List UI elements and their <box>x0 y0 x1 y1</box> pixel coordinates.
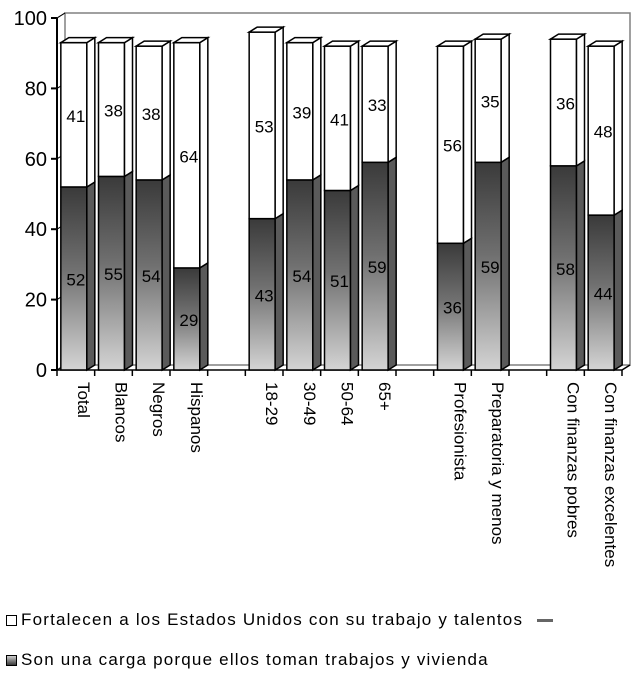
data-label-carga: 51 <box>330 272 349 291</box>
x-tick-label: Con finanzas excelentes <box>601 382 620 567</box>
bar-carga-3-side <box>199 261 209 372</box>
bar-carga-8-side <box>387 155 397 372</box>
legend-swatch-fortalecen <box>6 614 17 626</box>
data-label-fortalecen: 48 <box>594 123 613 142</box>
x-tick-label: 65+ <box>375 382 394 411</box>
x-tick-label: Total <box>74 382 93 418</box>
bar-fortalecen-14-side <box>613 39 623 217</box>
bar-carga-10-front <box>436 242 465 371</box>
y-tick-label: 0 <box>36 360 47 382</box>
bar-fortalecen-1-side <box>123 36 134 178</box>
bar-carga-13-side <box>575 159 586 372</box>
y-tick-label: 20 <box>25 290 47 312</box>
data-label-fortalecen: 35 <box>481 93 500 112</box>
bar-carga-11-side <box>500 155 510 372</box>
bar-fortalecen-5-side <box>274 25 284 220</box>
data-label-carga: 44 <box>594 285 613 304</box>
bar-carga-2-side <box>161 173 171 372</box>
bar-fortalecen-10-side <box>462 39 473 245</box>
bar-top-7 <box>321 40 362 47</box>
y-tick-label: 40 <box>25 219 47 241</box>
bar-carga-3-front <box>173 267 201 371</box>
y-tick-label: 80 <box>25 78 47 100</box>
bar-top-5 <box>246 26 286 33</box>
bar-carga-6-front <box>286 179 314 371</box>
data-label-fortalecen: 39 <box>292 103 311 122</box>
x-tick-label: Negros <box>149 382 168 437</box>
bar-fortalecen-13-side <box>575 32 586 168</box>
x-tick-label: Profesionista <box>451 382 470 481</box>
bar-fortalecen-11-side <box>500 32 510 164</box>
data-label-fortalecen: 36 <box>556 94 575 113</box>
legend-label-fortalecen: Fortalecen a los Estados Unidos con su t… <box>21 610 524 629</box>
legend-item-carga: Son una carga porque ellos toman trabajo… <box>6 650 489 670</box>
legend-item-fortalecen: Fortalecen a los Estados Unidos con su t… <box>6 610 554 630</box>
x-tick-label: Blancos <box>112 382 131 442</box>
data-label-fortalecen: 56 <box>443 137 462 156</box>
x-tick-label: 50-64 <box>338 382 357 425</box>
x-tick-label: 30-49 <box>300 382 319 425</box>
legend-label-carga: Son una carga porque ellos toman trabajo… <box>21 650 489 669</box>
bar-top-11 <box>472 33 512 40</box>
bar-carga-1-side <box>123 170 134 372</box>
data-label-fortalecen: 38 <box>104 102 123 121</box>
data-label-carga: 54 <box>142 267 161 286</box>
bar-carga-0-side <box>86 180 96 372</box>
data-label-carga: 52 <box>66 270 85 289</box>
bar-top-8 <box>359 40 399 47</box>
bar-carga-8-front <box>361 161 389 371</box>
bar-fortalecen-2-front <box>135 45 163 181</box>
data-label-fortalecen: 33 <box>368 96 387 115</box>
bar-carga-14-front <box>587 214 615 371</box>
bar-fortalecen-3-front <box>173 41 201 269</box>
y-tick-depth <box>56 12 66 19</box>
x-tick-label: 18-29 <box>262 382 281 425</box>
bar-carga-5-side <box>274 212 284 372</box>
bar-carga-14-side <box>613 208 623 372</box>
bar-top-14 <box>585 40 625 47</box>
bar-fortalecen-2-side <box>161 39 171 182</box>
bar-carga-6-side <box>312 173 322 372</box>
data-label-carga: 58 <box>556 260 575 279</box>
bar-fortalecen-14-front <box>587 45 615 216</box>
x-tick-label: Hispanos <box>187 382 206 453</box>
data-label-carga: 59 <box>481 258 500 277</box>
bar-top-13 <box>547 33 588 40</box>
bar-top-6 <box>284 36 324 44</box>
data-label-fortalecen: 38 <box>142 105 161 124</box>
legend-decoration <box>537 618 554 622</box>
bar-fortalecen-3-side <box>199 36 209 270</box>
bar-top-0 <box>58 36 98 44</box>
bar-fortalecen-7-front <box>323 45 352 192</box>
data-label-carga: 36 <box>443 299 462 318</box>
bar-carga-11-front <box>474 161 502 371</box>
x-tick-label: Preparatoria y menos <box>488 382 507 545</box>
bar-carga-10-side <box>462 236 473 372</box>
data-label-carga: 59 <box>368 258 387 277</box>
bar-top-1 <box>95 36 136 44</box>
y-tick-label: 100 <box>14 8 47 30</box>
bar-fortalecen-0-side <box>86 36 96 189</box>
y-tick-label: 60 <box>25 149 47 171</box>
data-label-fortalecen: 53 <box>255 117 274 136</box>
data-label-carga: 55 <box>104 265 123 284</box>
bar-top-10 <box>434 40 475 47</box>
data-label-fortalecen: 64 <box>179 147 198 166</box>
data-label-carga: 29 <box>179 311 198 330</box>
bar-top-2 <box>133 40 173 47</box>
data-label-carga: 43 <box>255 286 274 305</box>
data-label-fortalecen: 41 <box>66 107 85 126</box>
bar-carga-7-side <box>349 184 360 372</box>
x-tick-label: Con finanzas pobres <box>564 382 583 538</box>
data-label-carga: 54 <box>292 267 311 286</box>
bar-carga-5-front <box>248 217 276 371</box>
bar-fortalecen-8-side <box>387 39 397 164</box>
bar-top-3 <box>171 36 211 44</box>
bar-fortalecen-7-side <box>349 39 360 192</box>
bar-fortalecen-6-side <box>312 36 322 182</box>
data-label-fortalecen: 41 <box>330 110 349 129</box>
legend-swatch-carga <box>6 654 17 666</box>
